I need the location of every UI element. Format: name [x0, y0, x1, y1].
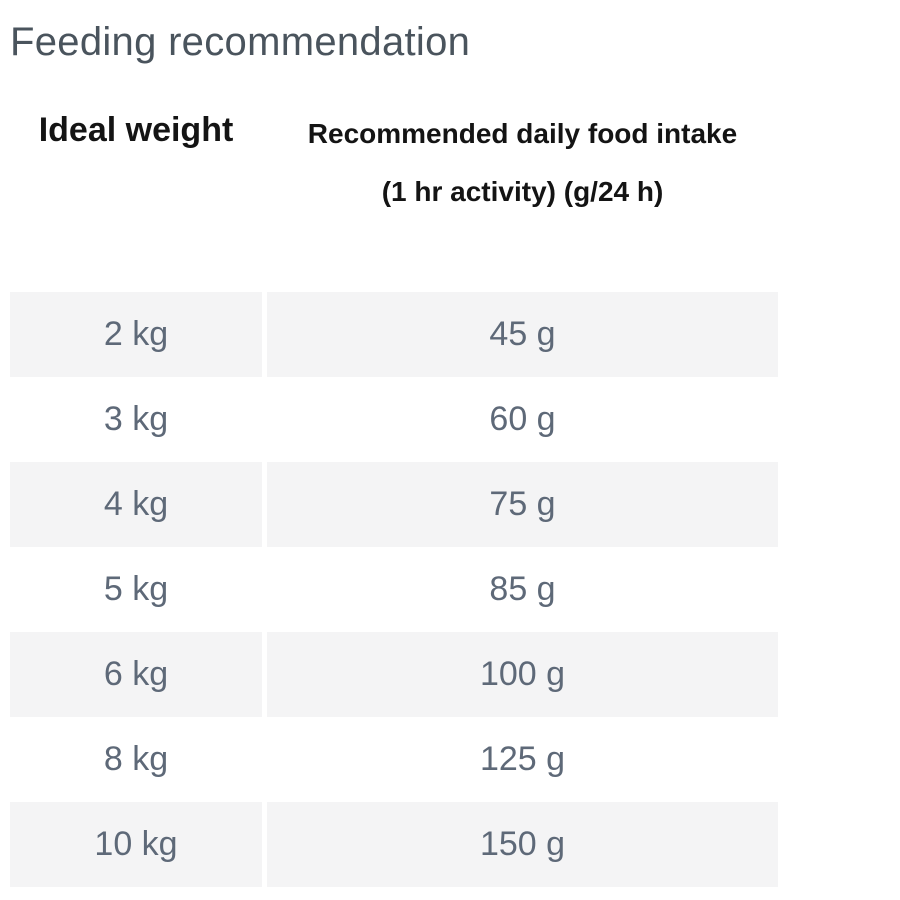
intake-cell: 85 g — [489, 570, 556, 608]
table-row: 10 kg 150 g — [10, 802, 778, 887]
table-row: 2 kg 45 g — [10, 292, 778, 377]
feeding-table: 2 kg 45 g 3 kg 60 g 4 kg 75 g 5 kg 85 g … — [10, 292, 778, 887]
intake-cell: 150 g — [267, 802, 778, 887]
table-row: 8 kg 125 g — [10, 717, 778, 802]
weight-cell: 4 kg — [10, 462, 262, 547]
weight-cell: 2 kg — [10, 292, 262, 377]
column-header-daily-intake: Recommended daily food intake (1 hr acti… — [267, 105, 778, 221]
intake-cell: 60 g — [489, 400, 556, 438]
table-row: 6 kg 100 g — [10, 632, 778, 717]
intake-cell: 100 g — [267, 632, 778, 717]
table-header: Ideal weight Recommended daily food inta… — [10, 105, 778, 221]
page-title: Feeding recommendation — [10, 20, 471, 64]
column-header-daily-intake-line2: (1 hr activity) (g/24 h) — [381, 176, 664, 207]
intake-cell: 75 g — [267, 462, 778, 547]
weight-cell: 3 kg — [103, 400, 169, 438]
column-header-ideal-weight: Ideal weight — [38, 111, 234, 149]
intake-cell: 45 g — [267, 292, 778, 377]
weight-cell: 10 kg — [10, 802, 262, 887]
weight-cell: 6 kg — [10, 632, 262, 717]
weight-cell: 8 kg — [103, 740, 169, 778]
table-row: 4 kg 75 g — [10, 462, 778, 547]
weight-cell: 5 kg — [103, 570, 169, 608]
table-row: 3 kg 60 g — [10, 377, 778, 462]
column-header-daily-intake-line1: Recommended daily food intake — [307, 118, 738, 149]
intake-cell: 125 g — [479, 740, 566, 778]
table-row: 5 kg 85 g — [10, 547, 778, 632]
